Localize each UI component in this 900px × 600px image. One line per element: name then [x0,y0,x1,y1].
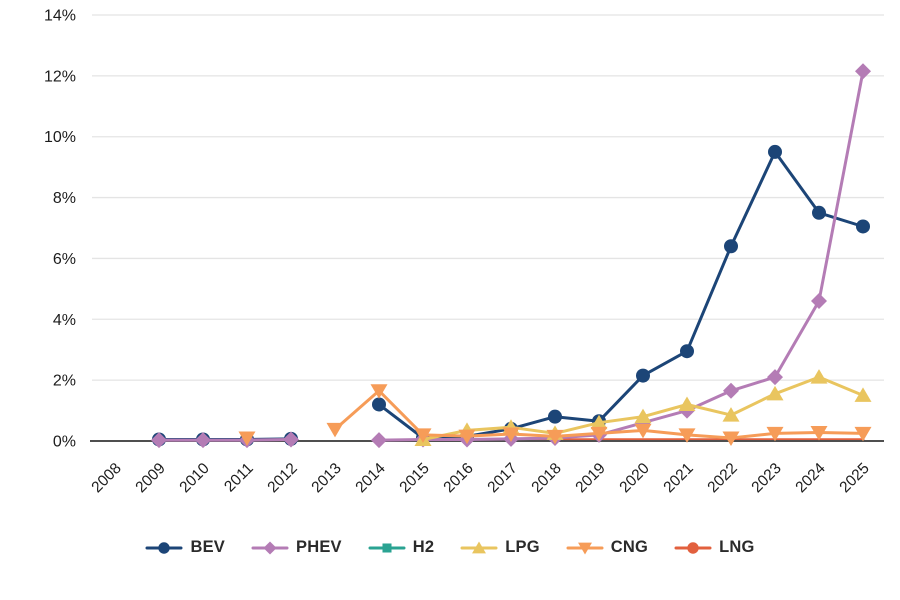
marker-PHEV-2009 [151,432,167,449]
legend-label-bev: BEV [190,538,226,556]
x-axis-label-2012: 2012 [264,460,300,496]
marker-LPG-2022 [722,407,740,422]
marker-CNG-2018 [546,429,564,445]
marker-CNG-2024 [810,425,828,441]
x-axis-label-2013: 2013 [308,460,344,496]
marker-CNG-2020 [634,423,652,439]
series-line-PHEV [157,69,865,442]
marker-BEV-2021 [680,344,694,359]
y-axis-label-2: 2% [53,373,76,390]
x-axis-label-2011: 2011 [221,460,257,496]
marker-PHEV-2022 [723,382,739,399]
x-axis-label-2025: 2025 [836,460,872,496]
x-axis-label-2018: 2018 [528,460,564,496]
legend-item-bev: BEV [145,538,225,557]
x-axis-label-2016: 2016 [440,460,476,496]
marker-CNG-2023 [766,426,784,442]
marker-CNG-2017 [502,427,520,443]
marker-LPG-2019 [590,414,608,430]
marker-LPG-2020 [634,408,652,424]
legend-label-h2: H2 [412,538,435,556]
y-axis-label-12: 12% [44,68,76,85]
x-axis-label-2023: 2023 [748,460,784,496]
legend-shape-lng [687,541,699,554]
marker-PHEV-2024 [811,293,827,310]
marker-CNG-2014 [370,384,388,399]
marker-LPG-2023 [766,385,784,401]
x-axis-label-2015: 2015 [396,460,432,496]
legend-marker-bev-icon [145,541,183,554]
marker-BEV-2020 [636,368,650,383]
legend-marker-lng-icon [674,541,712,554]
series-line-BEV [157,150,865,441]
legend-label-lng: LNG [719,538,755,556]
marker-BEV-2024 [812,205,826,220]
legend-marker-h2-icon [368,542,406,553]
x-axis-label-2024: 2024 [792,460,829,497]
marker-BEV-2018 [548,409,562,424]
marker-PHEV-2012 [283,431,299,448]
y-axis-label-10: 10% [44,129,76,146]
legend-item-h2: H2 [368,538,435,557]
legend-marker-lpg-icon [460,540,498,553]
marker-LPG-2024 [810,369,828,384]
legend-shape-lpg [472,540,487,553]
legend-shape-cng [577,542,592,555]
legend-marker-phev-icon [251,540,289,555]
y-axis-label-8: 8% [53,190,76,207]
legend-shape-bev [158,541,171,554]
legend-shape-phev [263,540,277,555]
marker-LPG-2025 [854,387,872,402]
legend-item-lpg: LPG [460,538,540,557]
marker-BEV-2025 [856,219,870,234]
legend-marker-cng-icon [566,542,604,555]
plot-area: 0%2%4%6%8%10%12%14%2008 2009 2010 2011 2012 2… [44,8,884,497]
marker-CNG-2016 [458,429,476,445]
legend-shape-h2 [382,542,392,553]
x-axis-label-2014: 2014 [352,460,389,497]
legend-label-lpg: LPG [505,538,540,556]
chart-legend: BEV PHEV H2 LPG CNG LNG [0,538,900,557]
marker-CNG-2022 [722,431,740,446]
marker-CNG-2021 [678,428,696,443]
legend-label-phev: PHEV [296,538,342,556]
legend-item-lng: LNG [674,538,754,557]
marker-BEV-2014 [372,397,386,412]
marker-CNG-2013 [326,422,344,438]
x-axis-label-2010: 2010 [176,460,213,497]
y-axis-label-4: 4% [53,312,76,329]
marker-BEV-2022 [724,239,738,254]
marker-PHEV-2014 [371,432,387,449]
x-axis-label-2009: 2009 [132,460,168,496]
x-axis-label-2020: 2020 [616,460,653,497]
x-axis-label-2017: 2017 [484,460,520,496]
legend-label-cng: CNG [610,538,649,556]
marker-LPG-2021 [678,396,696,411]
y-axis-label-0: 0% [53,434,76,451]
legend-glyph [472,540,487,553]
x-axis-label-2022: 2022 [704,460,740,496]
legend-glyph [263,540,277,555]
marker-PHEV-2010 [195,432,211,449]
marker-BEV-2023 [768,144,782,159]
y-axis-label-14: 14% [44,8,76,25]
x-axis-label-2008: 2008 [88,460,124,496]
legend-item-cng: CNG [566,538,648,557]
marker-CNG-2019 [590,426,608,442]
marker-CNG-2015 [414,428,432,443]
legend-glyph [577,542,592,555]
x-axis-label-2019: 2019 [572,460,608,496]
y-axis-label-6: 6% [53,251,76,268]
legend-glyph [158,541,171,554]
marker-PHEV-2023 [767,369,783,386]
marker-CNG-2011 [238,431,256,446]
x-axis-label-2021: 2021 [660,460,696,496]
legend-glyph [382,542,392,553]
marker-PHEV-2025 [855,63,871,80]
marker-CNG-2025 [854,426,872,442]
legend-item-phev: PHEV [251,538,342,557]
legend-glyph [687,541,699,554]
